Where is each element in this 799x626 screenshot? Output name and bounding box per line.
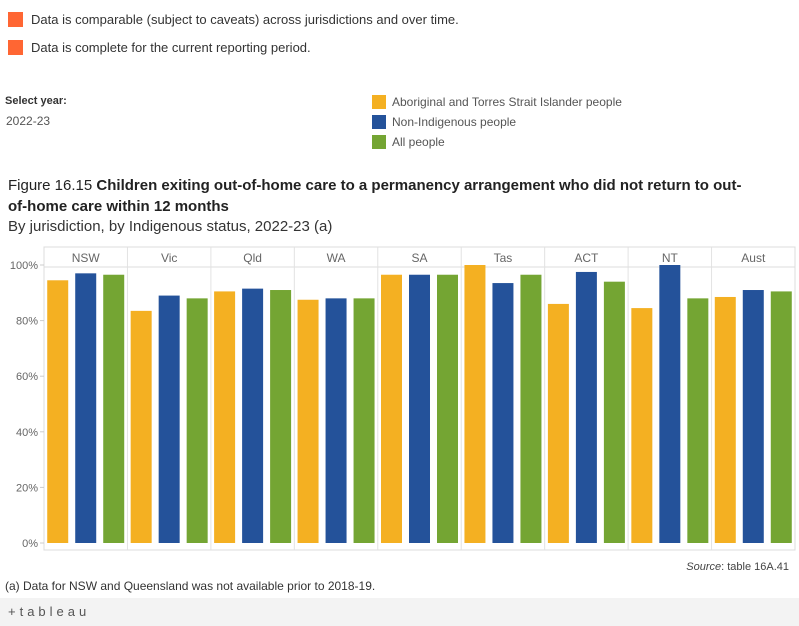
bar bbox=[242, 288, 264, 543]
bar bbox=[75, 273, 97, 543]
bar bbox=[603, 281, 625, 543]
footnote: (a) Data for NSW and Queensland was not … bbox=[5, 579, 376, 593]
y-tick-label: 60% bbox=[16, 371, 38, 383]
complete-indicator-icon bbox=[8, 40, 23, 55]
comparable-note-text: Data is comparable (subject to caveats) … bbox=[31, 12, 459, 27]
legend-item-all-people[interactable]: All people bbox=[372, 135, 445, 149]
category-label: SA bbox=[411, 251, 427, 265]
bar bbox=[297, 299, 319, 543]
category-label: Vic bbox=[161, 251, 177, 265]
figure-title: Figure 16.15 Children exiting out-of-hom… bbox=[8, 175, 748, 217]
bar bbox=[214, 291, 236, 543]
complete-note-text: Data is complete for the current reporti… bbox=[31, 40, 311, 55]
bar bbox=[714, 296, 736, 543]
bar bbox=[325, 298, 347, 543]
source-note: Source: table 16A.41 bbox=[686, 561, 789, 573]
source-label: Source bbox=[686, 561, 722, 573]
bar bbox=[687, 298, 709, 543]
y-tick-label: 80% bbox=[16, 316, 38, 328]
legend-swatch-aboriginal bbox=[372, 95, 386, 109]
legend-label-all-people: All people bbox=[392, 135, 445, 149]
plot-frame bbox=[43, 246, 796, 551]
bar bbox=[381, 274, 402, 543]
bar bbox=[464, 265, 486, 543]
bar bbox=[547, 303, 569, 543]
year-filter-select[interactable]: 2022-23 bbox=[6, 114, 51, 128]
bar bbox=[770, 291, 792, 543]
category-label: Qld bbox=[243, 251, 262, 265]
category-label: WA bbox=[327, 251, 346, 265]
comparable-note: Data is comparable (subject to caveats) … bbox=[8, 12, 459, 27]
legend-item-aboriginal[interactable]: Aboriginal and Torres Strait Islander pe… bbox=[372, 95, 622, 109]
category-label: NT bbox=[662, 251, 679, 265]
category-label: Tas bbox=[494, 251, 513, 265]
legend-item-non-indigenous[interactable]: Non-Indigenous people bbox=[372, 115, 516, 129]
bar bbox=[103, 274, 125, 543]
bar bbox=[409, 274, 430, 543]
bar bbox=[659, 265, 681, 543]
y-tick-label: 0% bbox=[22, 538, 38, 550]
comparable-indicator-icon bbox=[8, 12, 23, 27]
tableau-footer: +tableau bbox=[0, 598, 799, 626]
category-label: NSW bbox=[72, 251, 101, 265]
category-label: ACT bbox=[574, 251, 599, 265]
bar bbox=[47, 280, 69, 543]
bar bbox=[270, 290, 292, 543]
source-text: : table 16A.41 bbox=[721, 561, 789, 573]
bar bbox=[492, 283, 514, 543]
bar bbox=[186, 298, 208, 543]
figure-title-text: Children exiting out-of-home care to a p… bbox=[8, 177, 742, 215]
bar bbox=[437, 274, 458, 543]
bar bbox=[130, 310, 152, 543]
legend-swatch-non-indigenous bbox=[372, 115, 386, 129]
y-tick-label: 40% bbox=[16, 427, 38, 439]
category-label: Aust bbox=[741, 251, 766, 265]
bar bbox=[158, 295, 180, 543]
figure-number: Figure 16.15 bbox=[8, 177, 93, 194]
complete-note: Data is complete for the current reporti… bbox=[8, 40, 311, 55]
year-filter-label: Select year: bbox=[5, 95, 67, 107]
bar-chart: 0% 20% 40% 60% 80% 100% NSW Vic Qld WA SA Tas ACT NT A… bbox=[10, 246, 796, 551]
y-tick-label: 20% bbox=[16, 482, 38, 494]
bar bbox=[742, 290, 764, 543]
legend-label-aboriginal: Aboriginal and Torres Strait Islander pe… bbox=[392, 95, 622, 109]
bar bbox=[520, 274, 542, 543]
y-tick-label: 100% bbox=[10, 260, 38, 272]
legend-label-non-indigenous: Non-Indigenous people bbox=[392, 115, 517, 129]
bar bbox=[631, 308, 653, 543]
tableau-logo[interactable]: +tableau bbox=[8, 604, 91, 619]
figure-subtitle: By jurisdiction, by Indigenous status, 2… bbox=[8, 218, 333, 235]
bar bbox=[353, 298, 375, 543]
legend-swatch-all-people bbox=[372, 135, 386, 149]
bar bbox=[575, 271, 597, 543]
